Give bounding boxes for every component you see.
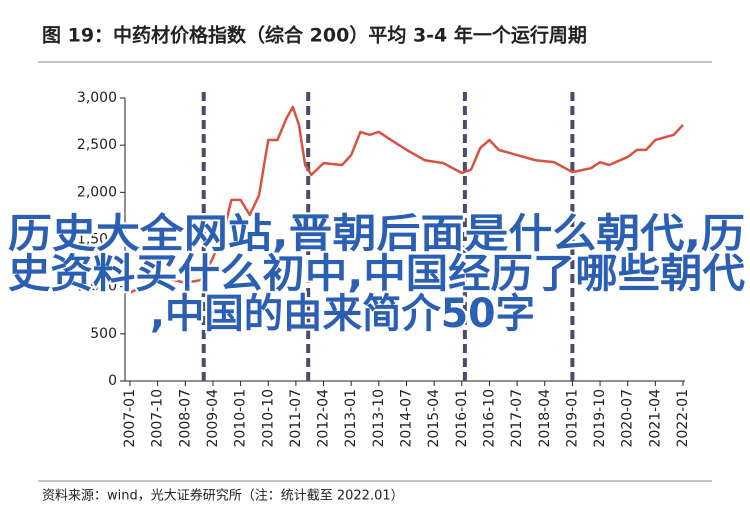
y-tick-label: 2,500 bbox=[77, 137, 117, 153]
x-tick-label: 2009-04 bbox=[205, 389, 221, 448]
x-tick-label: 2012-04 bbox=[316, 389, 332, 448]
x-tick-label: 2016-10 bbox=[481, 389, 497, 448]
data-line bbox=[129, 105, 684, 294]
x-tick-label: 2010-10 bbox=[260, 389, 276, 448]
x-tick-label: 2014-07 bbox=[399, 389, 415, 448]
x-tick-label: 2011-07 bbox=[288, 389, 304, 448]
y-tick-label: 3,000 bbox=[77, 90, 117, 106]
x-tick-label: 2010-01 bbox=[233, 389, 249, 448]
x-tick-label: 2019-01 bbox=[564, 389, 580, 448]
y-tick-label: 1,500 bbox=[77, 232, 117, 248]
x-tick-label: 2019-10 bbox=[592, 389, 608, 448]
y-tick-label: 2,000 bbox=[77, 184, 117, 200]
y-tick-label: 500 bbox=[90, 326, 117, 342]
chart-title: 图 19：中药材价格指数（综合 200）平均 3-4 年一个运行周期 bbox=[42, 24, 587, 47]
x-tick-label: 2013-01 bbox=[343, 389, 359, 448]
x-tick-label: 2020-07 bbox=[620, 389, 636, 448]
x-tick-label: 2018-04 bbox=[537, 389, 553, 448]
y-tick-label: 1,000 bbox=[77, 279, 117, 295]
x-tick-label: 2016-01 bbox=[454, 389, 470, 448]
x-tick-label: 2013-10 bbox=[371, 389, 387, 448]
overlay-text: ,中国的由来简介50字 bbox=[150, 291, 535, 337]
x-tick-label: 2007-01 bbox=[122, 389, 138, 448]
x-tick-label: 2022-01 bbox=[675, 389, 691, 448]
overlay-text: 史资料买什么初中,中国经历了哪些朝代 bbox=[8, 251, 745, 297]
x-tick-label: 2017-07 bbox=[509, 389, 525, 448]
x-tick-label: 2021-04 bbox=[647, 389, 663, 448]
x-tick-label: 2007-10 bbox=[150, 389, 166, 448]
overlay-text: 历史大全网站,晋朝后面是什么朝代,历 bbox=[8, 211, 745, 257]
source-note: 资料来源：wind，光大证券研究所（注：统计截至 2022.01） bbox=[42, 488, 404, 504]
x-tick-label: 2015-04 bbox=[426, 389, 442, 448]
y-tick-label: 0 bbox=[108, 373, 117, 389]
x-tick-label: 2008-07 bbox=[177, 389, 193, 448]
